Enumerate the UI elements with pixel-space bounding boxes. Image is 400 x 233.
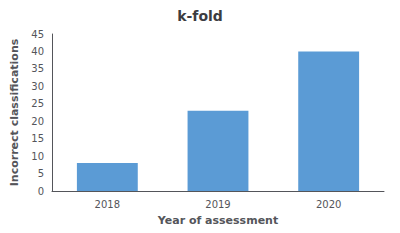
svg-text:35: 35 xyxy=(31,63,44,74)
svg-text:0: 0 xyxy=(38,186,44,197)
svg-text:30: 30 xyxy=(31,81,44,92)
svg-text:45: 45 xyxy=(31,29,44,40)
svg-text:2020: 2020 xyxy=(316,199,341,210)
svg-text:2018: 2018 xyxy=(95,199,120,210)
svg-text:Year of assessment: Year of assessment xyxy=(157,214,278,227)
svg-text:40: 40 xyxy=(31,46,44,57)
svg-text:15: 15 xyxy=(31,133,44,144)
svg-text:5: 5 xyxy=(38,168,44,179)
svg-text:k-fold: k-fold xyxy=(177,8,223,24)
svg-text:25: 25 xyxy=(31,98,44,109)
svg-text:20: 20 xyxy=(31,116,44,127)
svg-text:2019: 2019 xyxy=(205,199,230,210)
svg-text:10: 10 xyxy=(31,151,44,162)
svg-text:Incorrect classifications: Incorrect classifications xyxy=(8,38,21,186)
